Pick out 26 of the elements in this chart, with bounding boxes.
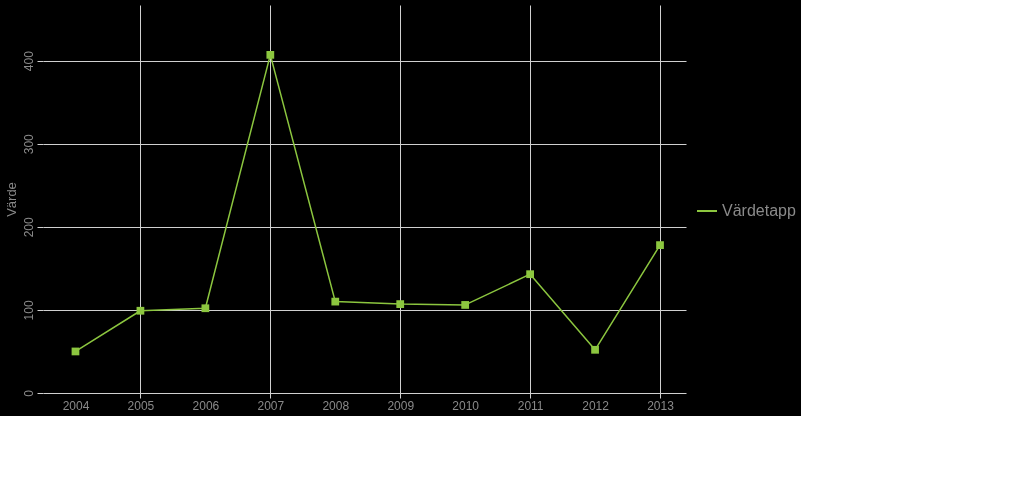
y-tick-label: 0: [21, 389, 36, 397]
point: [526, 270, 534, 279]
x-tick-label: 2012: [582, 398, 610, 413]
point: [461, 301, 470, 309]
x-tick-label: 2011: [517, 398, 544, 413]
x-tick-label: 2007: [257, 398, 285, 413]
y-tick-label: 200: [21, 217, 36, 238]
y-tick-label: 100: [21, 300, 36, 321]
x-tick-label: 2009: [387, 398, 415, 413]
point: [201, 304, 210, 313]
point: [591, 345, 599, 354]
point: [266, 50, 275, 59]
y-tick-label: 400: [21, 50, 36, 72]
point: [396, 300, 405, 308]
x-tick-label: 2010: [452, 398, 480, 413]
point: [656, 241, 664, 249]
legend-label: Värdetapp: [722, 202, 796, 219]
x-tick-label: 2004: [62, 398, 90, 413]
y-tick-label: 300: [21, 133, 36, 155]
point: [331, 297, 340, 306]
x-tick-label: 2013: [647, 398, 675, 413]
y-axis-title: Värde: [3, 182, 19, 217]
point: [136, 306, 145, 315]
x-tick-label: 2006: [192, 398, 220, 413]
x-tick-label: 2005: [127, 398, 155, 413]
x-tick-label: 2008: [322, 398, 350, 413]
